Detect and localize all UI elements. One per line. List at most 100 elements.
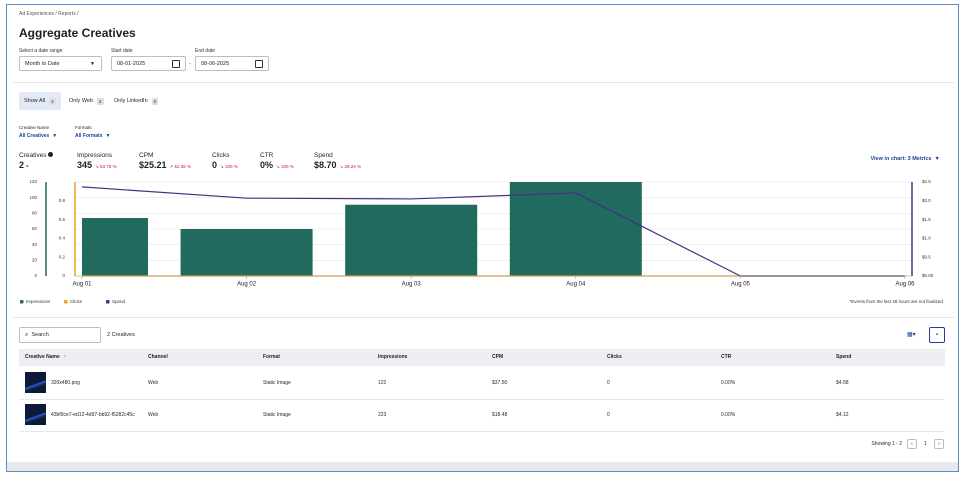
- y-tick-label: 120: [29, 179, 37, 184]
- creative-count: 2 Creatives: [107, 332, 135, 338]
- search-box[interactable]: ⌕ Search: [19, 327, 101, 343]
- dropdown-value: All Formats: [75, 133, 103, 139]
- metric-value: 345: [77, 160, 93, 170]
- x-tick-label: Aug 03: [402, 282, 422, 288]
- tab[interactable]: Only LinkedIn 0: [109, 92, 163, 110]
- save-button[interactable]: ▪: [929, 327, 945, 343]
- cell: Static Image: [263, 380, 291, 386]
- chevron: ▼: [52, 133, 58, 139]
- y-tick-label: 40: [32, 242, 38, 247]
- dropdown-label: Formats: [75, 125, 92, 130]
- chevron: ▼: [105, 133, 111, 139]
- bar: [509, 182, 642, 276]
- legend-label: Impressions: [26, 299, 51, 304]
- range-select[interactable]: Month to Date ▼: [19, 56, 102, 71]
- info-icon: [48, 152, 54, 157]
- cell: $37.50: [492, 380, 508, 386]
- cell: 0: [607, 380, 610, 386]
- tab[interactable]: Only Web 2: [64, 92, 109, 110]
- pagination-info: Showing 1 - 2: [871, 441, 902, 447]
- x-tick-label: Aug 02: [237, 282, 257, 288]
- y3-tick-label: 0.2: [59, 254, 66, 259]
- column-header: CTR: [721, 354, 731, 360]
- start-label: Start date: [111, 48, 133, 54]
- view-in-chart[interactable]: View in chart: 3 Metrics ▼: [870, 156, 940, 162]
- row-divider: [19, 399, 945, 400]
- columns-button[interactable]: ▦▾: [907, 332, 916, 338]
- metric-value: 2: [19, 160, 25, 170]
- cell: 43bf9ce7-ed12-4d97-bb92-f5282c45c: [51, 412, 135, 418]
- search-placeholder: Search: [31, 332, 49, 338]
- tab-count: 2: [97, 97, 104, 105]
- metric-change: ↗ 52.36 %: [169, 164, 192, 169]
- y3-tick-label: 0.6: [59, 217, 66, 222]
- divider: [13, 317, 954, 318]
- tab[interactable]: Show All 2: [19, 92, 61, 110]
- y2-tick-label: $2.0: [922, 198, 931, 203]
- metric-label: Spend: [314, 152, 333, 159]
- y2-tick-label: $2.5: [922, 179, 931, 184]
- x-tick-label: Aug 04: [566, 282, 586, 288]
- metric-label: CPM: [139, 152, 153, 159]
- next-page[interactable]: ›: [934, 439, 944, 449]
- chart-group: 0 20 40 60 80 100 120 0 0.2 0.4 0.6 0.8 $0.00 $0.5 $1.…: [20, 179, 944, 304]
- metric-change: -: [26, 161, 29, 170]
- metric-change: ↘ 100 %: [220, 164, 238, 169]
- metric-value: 0%: [260, 160, 274, 170]
- column-header-text: Format: [263, 354, 280, 360]
- column-header: Impressions: [378, 354, 407, 360]
- metric: 0 ↘ 100 %: [212, 160, 238, 170]
- metric: 345 ↘ 53.75 %: [77, 160, 117, 170]
- legend-label: Clicks: [70, 299, 83, 304]
- metric: 2-: [19, 160, 29, 170]
- cell: 0.00%: [721, 380, 736, 386]
- dropdown-value: All Creatives: [19, 133, 50, 139]
- dropdown[interactable]: All Creatives ▼: [19, 133, 57, 139]
- prev-page[interactable]: ‹: [907, 439, 917, 449]
- column-header-text: Spend: [836, 354, 852, 360]
- current-page[interactable]: 1: [924, 441, 927, 447]
- start-input[interactable]: 08-01-2025: [111, 56, 186, 71]
- cell: 0: [607, 412, 610, 418]
- metric: $25.21 ↗ 52.36 %: [139, 160, 191, 170]
- chart-note: *Events from the last 48 hours are not f…: [849, 299, 944, 304]
- legend-swatch: [64, 300, 68, 304]
- x-tick-label: Aug 06: [895, 282, 915, 288]
- chart: 0 20 40 60 80 100 120 0 0.2 0.4 0.6 0.8 $0.00 $0.5 $1.…: [20, 179, 944, 304]
- tab-label: Only LinkedIn: [114, 98, 148, 104]
- cell: Web: [148, 412, 159, 418]
- end-label: End date: [195, 48, 216, 54]
- y-tick-label: 100: [29, 195, 37, 200]
- divider: [13, 82, 954, 83]
- metric-label-text: Impressions: [77, 152, 113, 159]
- y3-tick-label: 0: [62, 273, 65, 278]
- y3-tick-label: 0.8: [59, 198, 66, 203]
- thumbnail: [25, 372, 46, 393]
- range-value: Month to Date: [25, 60, 60, 67]
- y3-tick-label: 0.4: [59, 236, 66, 241]
- metric-label-text: Clicks: [212, 152, 230, 159]
- cell: Static Image: [263, 412, 291, 418]
- legend-swatch: [20, 300, 24, 304]
- metric-change: ↘ 100 %: [276, 164, 294, 169]
- metric-label: CTR: [260, 152, 273, 159]
- y2-tick-label: $0.5: [922, 254, 931, 259]
- end-input[interactable]: 08-06-2025: [195, 56, 269, 71]
- column-header: Clicks: [607, 354, 622, 360]
- y-tick-label: 0: [34, 273, 37, 278]
- metric: $8.70 ↘ 29.24 %: [314, 160, 361, 170]
- cell: 320x480.png: [51, 380, 80, 386]
- range-label: Select a date range: [19, 48, 63, 54]
- row-divider: [19, 431, 945, 432]
- column-header: Channel: [148, 354, 168, 360]
- date-separator: -: [189, 61, 191, 67]
- column-header: Spend: [836, 354, 851, 360]
- metric-change: ↘ 29.24 %: [339, 164, 362, 169]
- cell: $4.12: [836, 412, 849, 418]
- metric-label: Creatives: [19, 152, 54, 159]
- metric-label-text: CPM: [139, 152, 154, 159]
- cell: $18.48: [492, 412, 508, 418]
- column-header[interactable]: Creative Name ↑: [25, 354, 66, 360]
- search-icon: ⌕: [25, 331, 29, 338]
- dropdown[interactable]: All Formats ▼: [75, 133, 110, 139]
